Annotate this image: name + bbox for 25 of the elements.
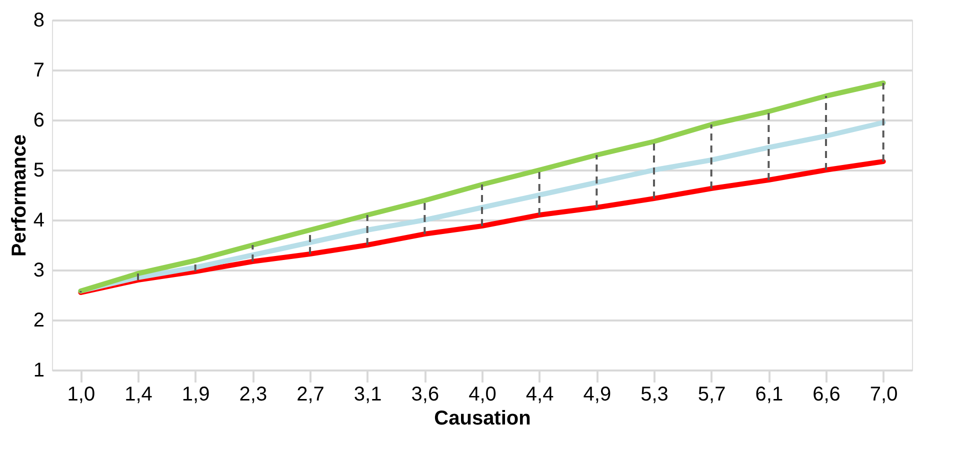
x-tick-label: 5,3: [640, 384, 668, 406]
y-tick-label: 8: [33, 10, 44, 32]
y-tick-label: 5: [33, 160, 44, 182]
x-tick-label: 5,7: [698, 384, 726, 406]
x-tick-label: 2,7: [296, 384, 324, 406]
x-tick-label: 4,4: [526, 384, 554, 406]
x-tick-label: 3,1: [354, 384, 382, 406]
y-tick-label: 7: [33, 60, 44, 82]
x-tick-label: 1,0: [67, 384, 96, 406]
x-tick-label: 4,0: [468, 384, 496, 406]
y-tick-label: 6: [33, 110, 44, 132]
x-tick-label: 1,4: [124, 384, 152, 406]
y-axis-title: Performance: [8, 134, 30, 257]
x-tick-label: 7,0: [870, 384, 898, 406]
y-tick-label: 4: [33, 210, 44, 232]
x-tick-label: 6,1: [755, 384, 784, 406]
x-axis-title: Causation: [434, 408, 531, 430]
x-tick-label: 1,9: [182, 384, 210, 406]
y-tick-label: 1: [33, 360, 44, 382]
x-tick-label: 6,6: [812, 384, 840, 406]
x-tick-label: 2,3: [239, 384, 268, 406]
x-tick-label: 4,9: [583, 384, 612, 406]
y-tick-label: 2: [33, 310, 44, 332]
x-tick-label: 3,6: [411, 384, 440, 406]
y-tick-label: 3: [33, 260, 44, 282]
